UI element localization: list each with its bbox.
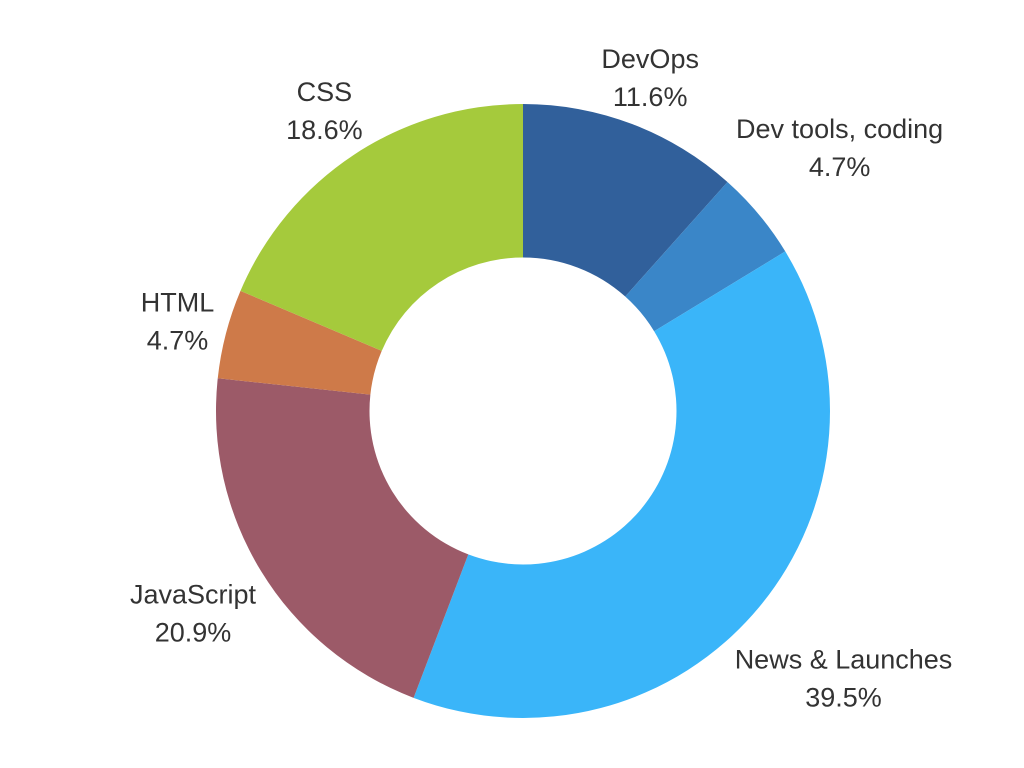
slice-label-name: Dev tools, coding (736, 114, 943, 144)
slice-label-name: CSS (297, 77, 353, 107)
slice-label-percent: 18.6% (286, 115, 363, 145)
slice-labels: DevOps 11.6% Dev tools, coding 4.7% News & L… (130, 44, 952, 712)
slice-label-css: CSS 18.6% (286, 77, 363, 145)
slice-label-devops: DevOps 11.6% (601, 44, 699, 112)
slice-label-name: DevOps (601, 44, 699, 74)
slice-label-name: JavaScript (130, 580, 257, 610)
pie-slice-javascript (216, 378, 469, 698)
slice-label-javascript: JavaScript 20.9% (130, 580, 257, 648)
slice-label-html: HTML 4.7% (141, 288, 215, 356)
slice-label-news-launches: News & Launches 39.5% (735, 644, 953, 712)
pie-slice-css (240, 104, 524, 351)
slice-label-percent: 4.7% (147, 326, 209, 356)
pie-slice-html (217, 290, 382, 395)
slice-label-name: News & Launches (735, 644, 953, 674)
slice-label-percent: 39.5% (805, 682, 882, 712)
slice-label-percent: 11.6% (613, 82, 688, 112)
pie-slice-news-launches (413, 251, 830, 718)
slice-label-percent: 4.7% (809, 152, 871, 182)
slice-label-name: HTML (141, 288, 215, 318)
pie-slice-devops (523, 104, 728, 297)
pie-slice-dev-tools-coding (625, 182, 786, 332)
slice-label-percent: 20.9% (155, 618, 232, 648)
pie-slices (216, 104, 830, 718)
slice-label-dev-tools-coding: Dev tools, coding 4.7% (736, 114, 943, 182)
